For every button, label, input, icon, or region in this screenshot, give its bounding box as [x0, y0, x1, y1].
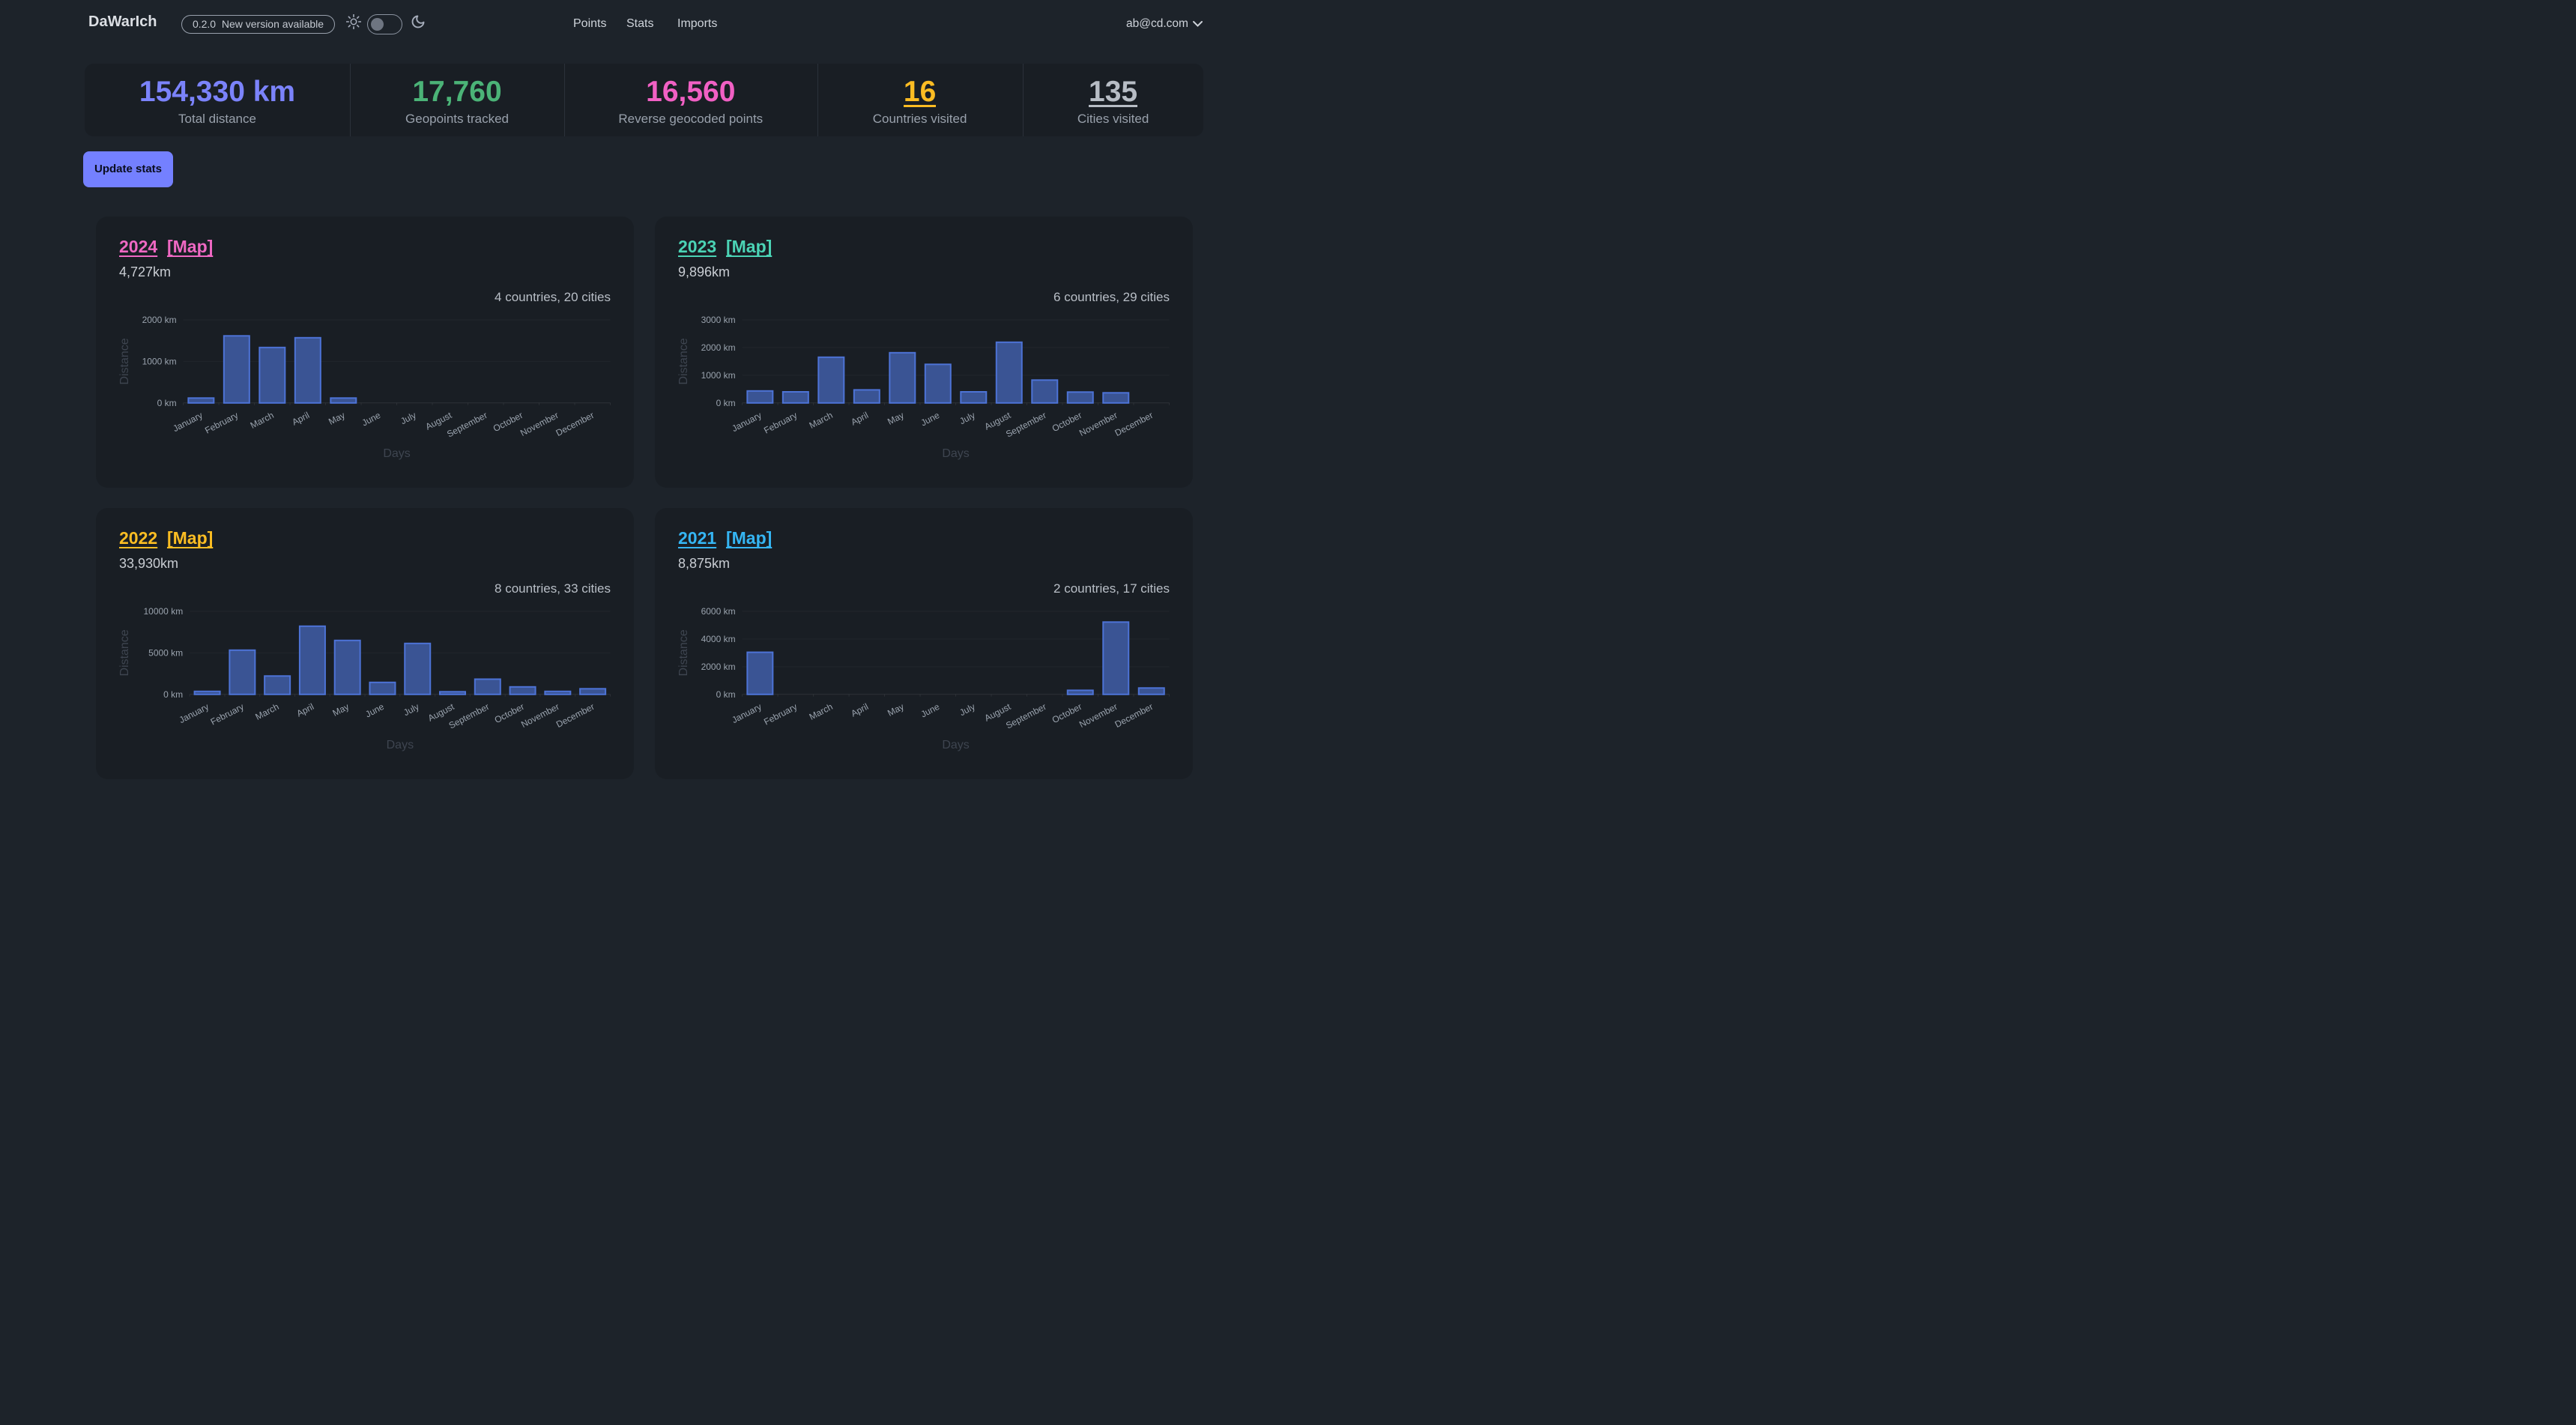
svg-text:November: November [1077, 410, 1119, 438]
svg-text:December: December [554, 410, 596, 438]
svg-text:September: September [1004, 701, 1048, 731]
svg-text:May: May [330, 701, 351, 718]
svg-text:Days: Days [942, 739, 969, 751]
svg-text:2000 km: 2000 km [701, 662, 736, 672]
svg-text:December: December [1113, 701, 1155, 730]
svg-text:July: July [958, 701, 976, 718]
svg-text:January: January [178, 701, 211, 725]
svg-text:January: January [730, 701, 763, 725]
svg-text:May: May [327, 410, 347, 427]
svg-text:Distance: Distance [118, 629, 131, 676]
svg-text:December: December [554, 701, 596, 730]
svg-text:0 km: 0 km [716, 689, 736, 700]
svg-text:January: January [171, 410, 204, 434]
svg-text:May: May [886, 410, 906, 427]
svg-text:September: September [447, 701, 492, 731]
svg-text:6000 km: 6000 km [701, 606, 736, 617]
svg-text:2000 km: 2000 km [701, 342, 736, 353]
svg-text:March: March [249, 410, 276, 431]
svg-text:1000 km: 1000 km [701, 370, 736, 381]
svg-text:November: November [519, 701, 561, 730]
svg-text:Distance: Distance [118, 338, 131, 384]
svg-text:Distance: Distance [677, 338, 690, 384]
svg-text:4000 km: 4000 km [701, 634, 736, 644]
svg-text:5000 km: 5000 km [148, 647, 183, 658]
svg-text:June: June [919, 409, 942, 428]
svg-text:February: February [209, 701, 246, 727]
svg-text:April: April [290, 410, 311, 428]
svg-text:July: July [402, 701, 420, 718]
svg-text:December: December [1113, 410, 1155, 438]
svg-text:Days: Days [383, 447, 410, 460]
svg-text:July: July [958, 410, 976, 426]
svg-text:0 km: 0 km [163, 689, 183, 700]
svg-text:April: April [295, 701, 316, 719]
svg-text:November: November [1077, 701, 1119, 730]
svg-text:Days: Days [387, 739, 414, 751]
svg-text:March: March [808, 410, 835, 431]
svg-text:March: March [808, 701, 835, 722]
svg-text:March: March [253, 701, 280, 722]
svg-text:2000 km: 2000 km [142, 315, 177, 325]
svg-text:June: June [360, 409, 383, 428]
svg-text:September: September [1004, 410, 1048, 440]
svg-text:April: April [849, 701, 870, 719]
svg-text:0 km: 0 km [716, 398, 736, 408]
svg-text:June: June [919, 701, 942, 719]
svg-text:July: July [399, 410, 417, 426]
svg-text:April: April [849, 410, 870, 428]
svg-text:November: November [518, 410, 560, 438]
svg-text:May: May [886, 701, 906, 718]
svg-text:February: February [762, 701, 799, 727]
svg-text:February: February [203, 410, 240, 436]
svg-text:September: September [445, 410, 489, 440]
svg-text:January: January [730, 410, 763, 434]
svg-text:1000 km: 1000 km [142, 356, 177, 366]
svg-text:0 km: 0 km [157, 398, 177, 408]
svg-text:Days: Days [942, 447, 969, 460]
svg-text:10000 km: 10000 km [143, 606, 183, 617]
svg-text:3000 km: 3000 km [701, 315, 736, 325]
svg-text:June: June [363, 701, 386, 719]
svg-text:February: February [762, 410, 799, 436]
svg-text:Distance: Distance [677, 629, 690, 676]
